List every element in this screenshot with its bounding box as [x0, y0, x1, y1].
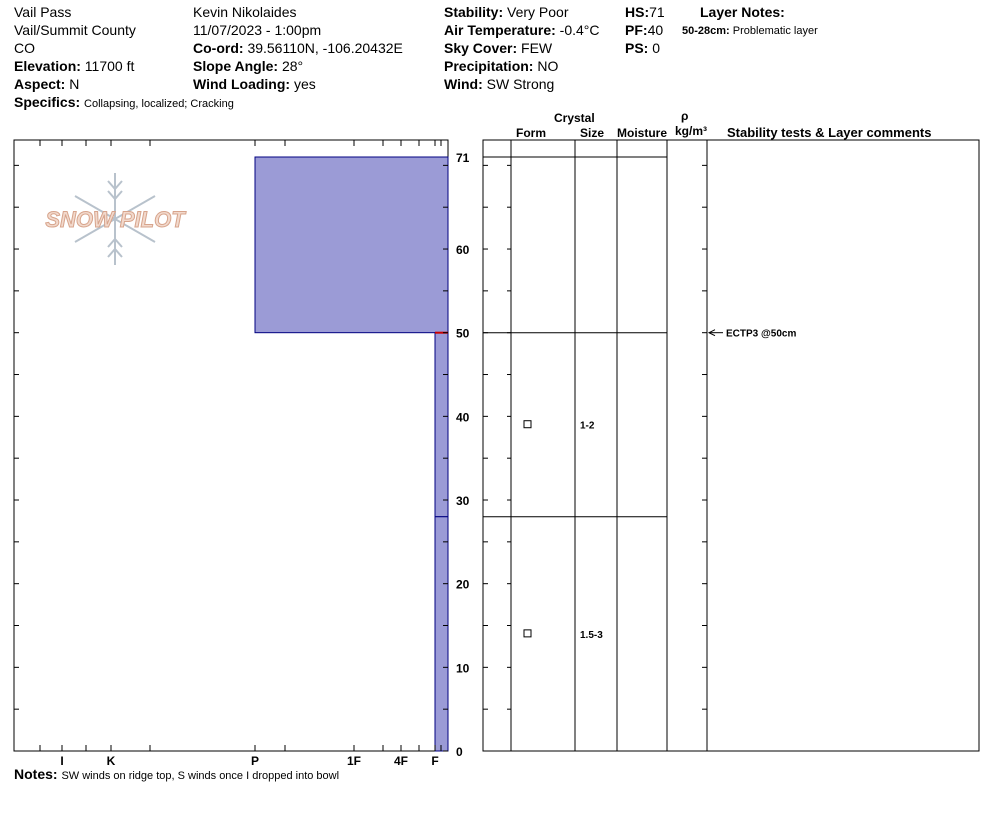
sky-label: Sky Cover: [444, 40, 518, 56]
height-tick-label: 50 [456, 327, 470, 341]
slope-value: 28° [281, 58, 304, 74]
air-temp-label: Air Temperature: [444, 22, 556, 38]
wind-loading-value: yes [293, 76, 316, 92]
stability-value: Very Poor [507, 4, 569, 20]
observer: Kevin Nikolaides [193, 4, 297, 20]
grain-size-label: 1.5-3 [580, 630, 603, 641]
air-temp-value: -0.4°C [559, 22, 600, 38]
wind: Wind: SW Strong [444, 76, 554, 92]
height-tick-label: 60 [456, 243, 470, 257]
arrow-left-icon [707, 329, 716, 337]
region: Vail/Summit County [14, 22, 136, 38]
sky-cover: Sky Cover: FEW [444, 40, 552, 56]
aspect-value: N [69, 76, 80, 92]
precip-label: Precipitation: [444, 58, 534, 74]
precipitation: Precipitation: NO [444, 58, 558, 74]
pf-value: 40 [647, 22, 664, 38]
density-unit-header: kg/m³ [675, 124, 708, 138]
slope-label: Slope Angle: [193, 58, 279, 74]
hardness-layers: 1-2 1.5-3 [254, 156, 603, 752]
profile-grid [13, 139, 980, 752]
wind-loading-label: Wind Loading: [193, 76, 291, 92]
wind-loading: Wind Loading: yes [193, 76, 316, 92]
layer-note-range: 50-28cm: [682, 25, 730, 37]
precip-value: NO [537, 58, 559, 74]
comments-header: Stability tests & Layer comments [727, 125, 932, 140]
hardness-tick-label: 1F [347, 754, 361, 768]
elevation: Elevation: 11700 ft [14, 58, 134, 74]
rho-header: ρ [681, 109, 689, 123]
datetime: 11/07/2023 - 1:00pm [193, 22, 322, 38]
specifics-label: Specifics: [14, 94, 81, 110]
elevation-value: 11700 ft [84, 58, 135, 74]
hs-label: HS: [625, 4, 650, 20]
aspect-label: Aspect: [14, 76, 66, 92]
specifics-value: Collapsing, localized; Cracking [84, 98, 234, 110]
hs: HS:71 [625, 4, 665, 20]
height-tick-label: 30 [456, 494, 470, 508]
form-header: Form [516, 126, 546, 140]
state: CO [14, 40, 35, 56]
layer-note: 50-28cm: Problematic layer [682, 23, 818, 39]
sky-value: FEW [521, 40, 553, 56]
hs-value: 71 [649, 4, 665, 20]
notes-value: SW winds on ridge top, S winds once I dr… [61, 770, 340, 782]
air-temperature: Air Temperature: -0.4°C [444, 22, 600, 38]
grain-form-square-icon [523, 420, 532, 429]
height-tick-label: 20 [456, 578, 470, 592]
size-header: Size [580, 126, 605, 140]
height-tick-label: 40 [456, 410, 470, 424]
stability-label: Stability: [444, 4, 504, 20]
moisture-header: Moisture [617, 126, 668, 140]
coordinates: Co-ord: 39.56110N, -106.20432E [193, 40, 403, 56]
notes: Notes: SW winds on ridge top, S winds on… [14, 766, 339, 784]
ps: PS: 0 [625, 40, 660, 56]
notes-label: Notes: [14, 766, 58, 782]
height-tick-label: 0 [456, 745, 463, 759]
elevation-label: Elevation: [14, 58, 81, 74]
height-tick-label: 71 [456, 151, 470, 165]
crystal-header: Crystal [554, 111, 595, 125]
ps-label: PS: [625, 40, 649, 56]
stability-test-label: ECTP3 @50cm [726, 329, 796, 340]
wind-label: Wind: [444, 76, 483, 92]
layer-notes-label: Layer Notes: [700, 4, 785, 20]
aspect: Aspect: N [14, 76, 79, 92]
hardness-layer-bar [434, 332, 449, 518]
snowflake-icon [74, 173, 156, 265]
pf-label: PF: [625, 22, 648, 38]
hardness-tick-label: F [431, 754, 438, 768]
coord-label: Co-ord: [193, 40, 244, 56]
coord-value: 39.56110N, -106.20432E [247, 40, 403, 56]
hardness-tick-label: 4F [394, 754, 408, 768]
layer-table-frame [482, 139, 980, 752]
snowpilot-logo: SNOW PILOT [45, 173, 187, 265]
hardness-tick-label: P [251, 754, 259, 768]
grain-size-label: 1-2 [580, 421, 595, 432]
pf: PF:40 [625, 22, 663, 38]
layer-note-text: Problematic layer [732, 25, 818, 37]
slope-angle: Slope Angle: 28° [193, 58, 303, 74]
profile-axes: 0 10 20 30 40 50 60 71 I K P 1F 4F F ECTP3 @50cm [14, 140, 796, 768]
hardness-layer-bar [434, 516, 449, 752]
wind-value: SW Strong [486, 76, 555, 92]
logo-text: SNOW PILOT [45, 207, 186, 232]
grain-form-square-icon [523, 629, 532, 638]
ps-value: 0 [652, 40, 661, 56]
stability: Stability: Very Poor [444, 4, 569, 20]
height-tick-label: 10 [456, 661, 470, 675]
hardness-layer-bar [254, 156, 449, 334]
location: Vail Pass [14, 4, 72, 20]
hardness-tick-label: I [60, 754, 63, 768]
hardness-tick-label: K [107, 754, 116, 768]
specifics: Specifics: Collapsing, localized; Cracki… [14, 94, 234, 112]
